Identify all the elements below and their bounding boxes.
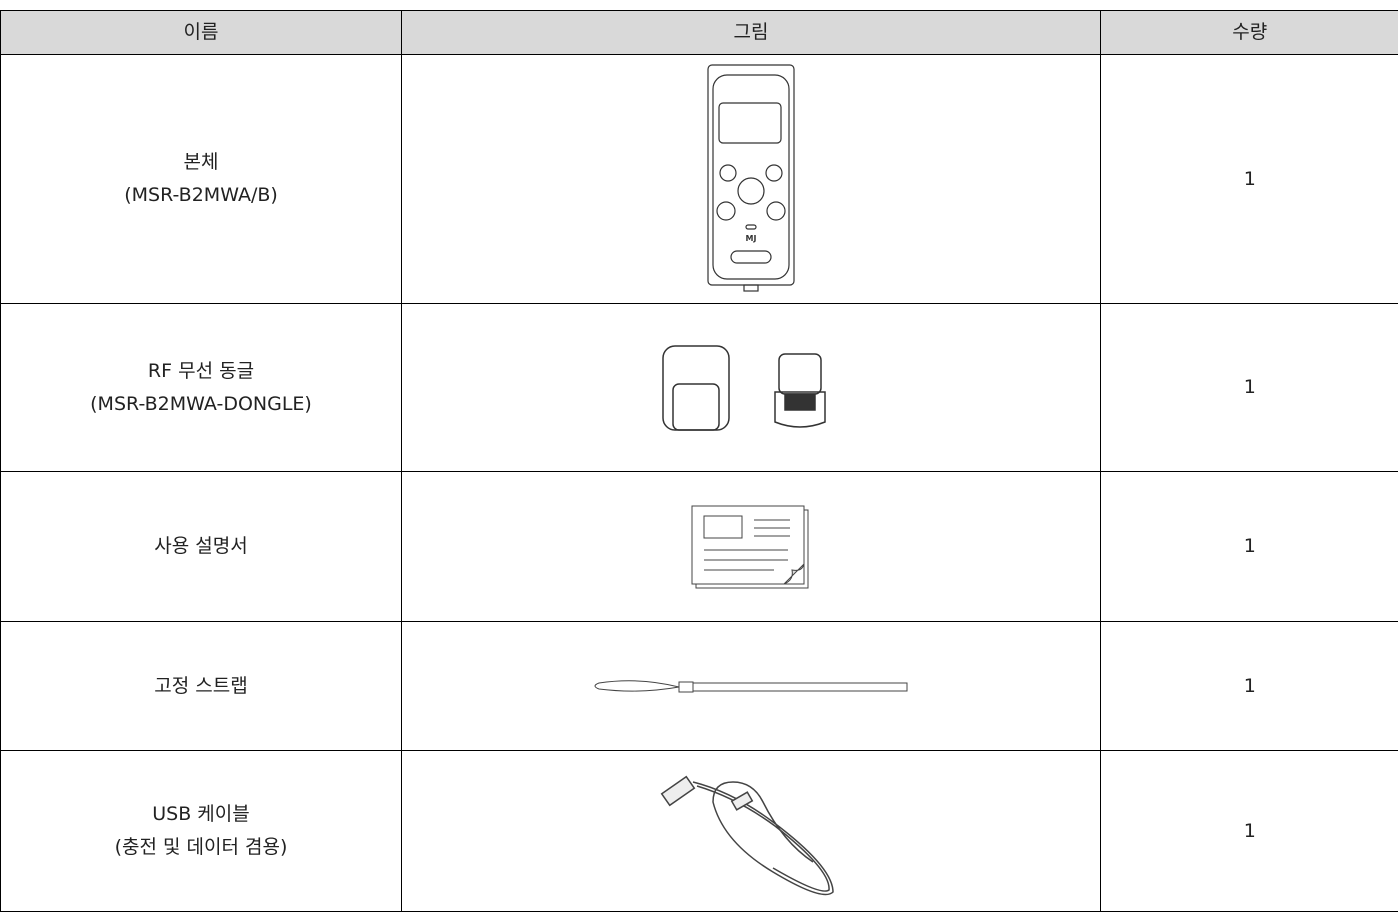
name-line: (충전 및 데이터 겸용) — [1, 831, 401, 864]
component-table: 이름 그림 수량 본체(MSR-B2MWA/B) MJ 1 RF 무선 동글(M… — [0, 10, 1398, 912]
image-cell: MJ — [402, 55, 1101, 304]
header-cell: 이름 — [1, 11, 402, 55]
cable-image — [651, 756, 851, 906]
strap-image — [591, 671, 911, 701]
image-cell — [402, 622, 1101, 751]
quantity-cell: 1 — [1101, 472, 1398, 622]
row: 본체(MSR-B2MWA/B) MJ 1 — [1, 55, 1398, 304]
quantity-cell: 1 — [1101, 55, 1398, 304]
header-cell: 그림 — [402, 11, 1101, 55]
row: USB 케이블(충전 및 데이터 겸용) 1 — [1, 751, 1398, 912]
image-cell — [402, 751, 1101, 912]
name-line: RF 무선 동글 — [1, 355, 401, 388]
name-line: (MSR-B2MWA/B) — [1, 179, 401, 212]
name-cell: USB 케이블(충전 및 데이터 겸용) — [1, 751, 402, 912]
device-image: MJ — [706, 63, 796, 295]
name-line: 사용 설명서 — [1, 530, 401, 563]
manual-image — [690, 504, 812, 590]
svg-text:MJ: MJ — [746, 234, 757, 243]
name-line: 고정 스트랩 — [1, 670, 401, 703]
name-line: (MSR-B2MWA-DONGLE) — [1, 388, 401, 421]
name-cell: RF 무선 동글(MSR-B2MWA-DONGLE) — [1, 304, 402, 472]
quantity-cell: 1 — [1101, 751, 1398, 912]
quantity-cell: 1 — [1101, 304, 1398, 472]
header-row: 이름 그림 수량 — [1, 11, 1398, 55]
row: 사용 설명서 1 — [1, 472, 1398, 622]
row: 고정 스트랩 1 — [1, 622, 1398, 751]
name-cell: 사용 설명서 — [1, 472, 402, 622]
name-cell: 본체(MSR-B2MWA/B) — [1, 55, 402, 304]
name-line: 본체 — [1, 146, 401, 179]
name-line: USB 케이블 — [1, 798, 401, 831]
name-cell: 고정 스트랩 — [1, 622, 402, 751]
header-cell: 수량 — [1101, 11, 1398, 55]
quantity-cell: 1 — [1101, 622, 1398, 751]
image-cell — [402, 304, 1101, 472]
row: RF 무선 동글(MSR-B2MWA-DONGLE) 1 — [1, 304, 1398, 472]
dongle-image — [661, 344, 841, 432]
image-cell — [402, 472, 1101, 622]
